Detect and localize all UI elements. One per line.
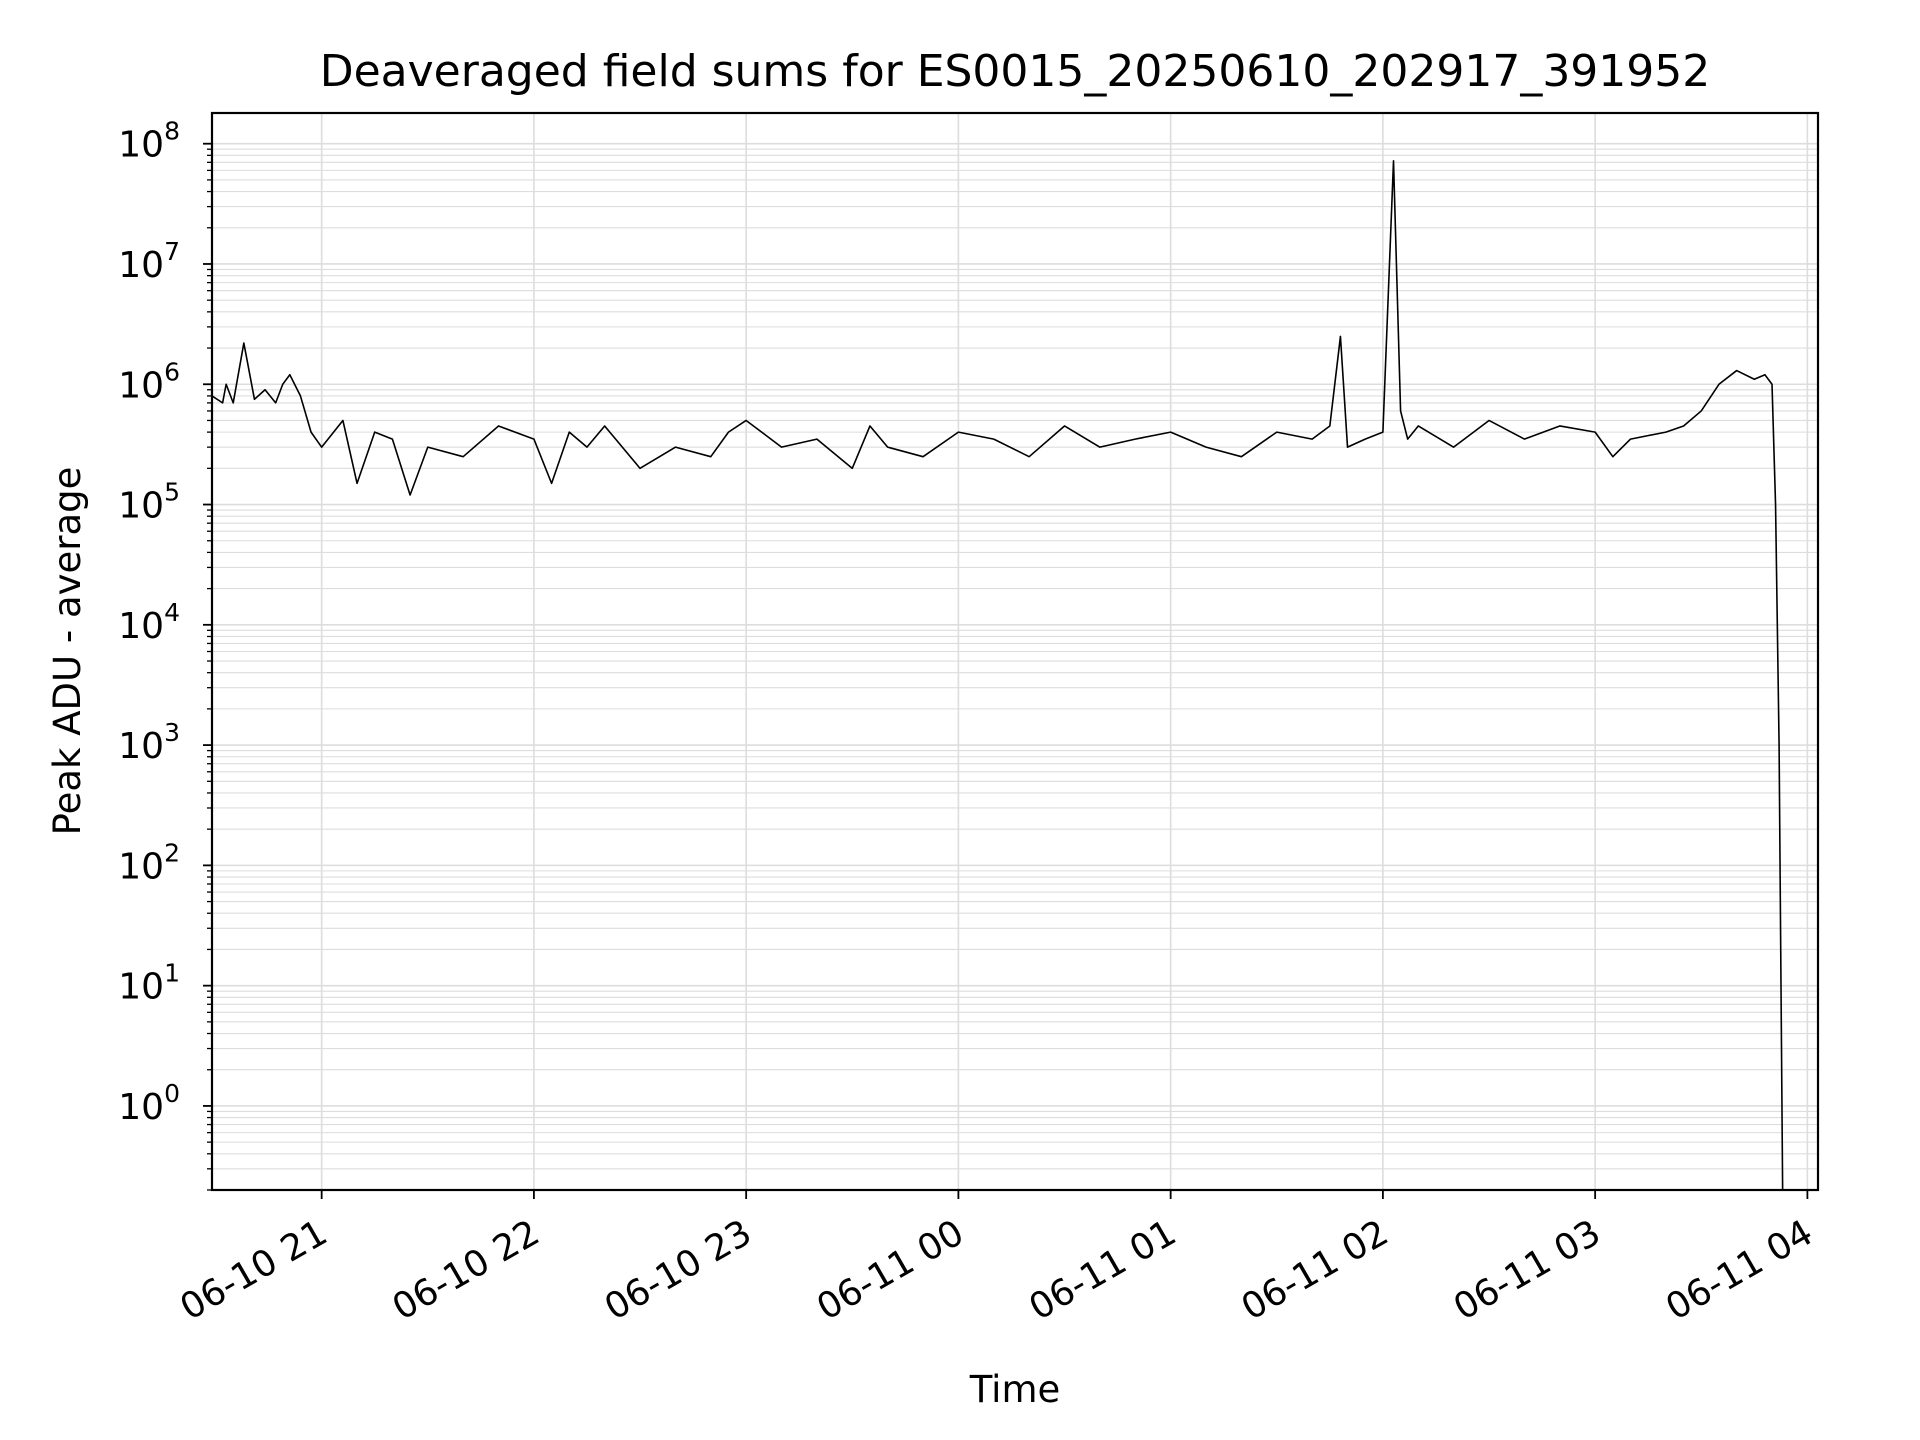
y-tick-label: 102 (118, 838, 180, 887)
y-tick-label: 108 (118, 117, 180, 166)
y-axis-label: Peak ADU - average (46, 467, 89, 836)
plot-frame (210, 111, 1820, 1192)
x-tick-label: 06-11 00 (810, 1212, 971, 1328)
data-series-line (211, 160, 1784, 1191)
grid-lines (212, 113, 1818, 1191)
x-tick-label: 06-10 22 (386, 1212, 547, 1328)
x-tick-label: 06-11 03 (1447, 1212, 1608, 1328)
y-tick-label: 103 (118, 718, 180, 767)
y-tick-label: 105 (118, 478, 180, 527)
y-tick-label: 106 (118, 357, 180, 406)
y-tick-label: 100 (118, 1079, 180, 1128)
x-axis-label: Time (969, 1368, 1061, 1411)
y-tick-label: 101 (118, 959, 180, 1008)
x-tick-label: 06-10 23 (598, 1212, 759, 1328)
y-tick-label: 107 (118, 237, 180, 286)
x-axis-ticks: 06-10 21 06-10 22 06-10 23 06-11 00 06-11 01… (173, 1190, 1820, 1329)
y-tick-label: 104 (118, 598, 180, 647)
y-axis-ticks: 100 101 102 103 104 105 106 107 108 (118, 117, 212, 1191)
x-tick-label: 06-11 04 (1659, 1212, 1820, 1328)
x-tick-label: 06-10 21 (173, 1212, 334, 1328)
chart-title: Deaveraged field sums for ES0015_2025061… (320, 46, 1711, 97)
x-tick-label: 06-11 01 (1022, 1212, 1183, 1328)
x-tick-label: 06-11 02 (1235, 1212, 1396, 1328)
